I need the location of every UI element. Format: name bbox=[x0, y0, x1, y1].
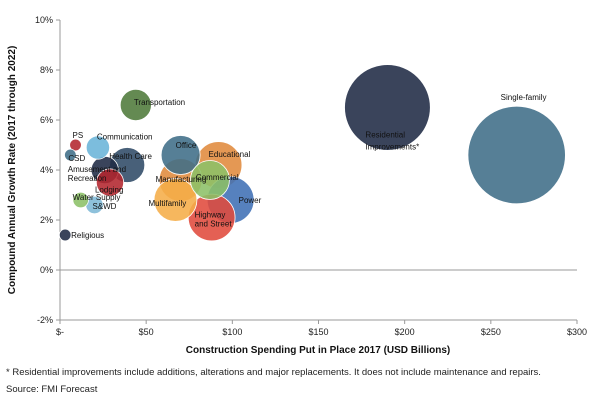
bubble-label: Power bbox=[239, 196, 262, 205]
x-tick-label: $50 bbox=[139, 327, 154, 337]
x-tick-label: $100 bbox=[222, 327, 242, 337]
bubble-label: Commercial bbox=[196, 173, 239, 182]
y-tick-label: 8% bbox=[40, 65, 53, 75]
bubble bbox=[72, 191, 89, 209]
bubble-label: Highway and Street bbox=[195, 211, 233, 229]
bubble bbox=[58, 228, 72, 242]
bubble bbox=[190, 160, 230, 200]
x-tick-label: $300 bbox=[567, 327, 587, 337]
bubbles bbox=[58, 64, 566, 242]
footnote: * Residential improvements include addit… bbox=[6, 367, 541, 378]
y-tick-label: -2% bbox=[37, 315, 53, 325]
bubble-label: Communication bbox=[97, 133, 153, 142]
x-tick-label: $250 bbox=[481, 327, 501, 337]
bubble-label: S&WD bbox=[92, 202, 116, 211]
bubble-label: Amusement and Recreation bbox=[68, 165, 126, 183]
bubble-label: Transportation bbox=[134, 98, 185, 107]
source-note: Source: FMI Forecast bbox=[6, 384, 98, 395]
bubble-label: Religious bbox=[71, 231, 104, 240]
bubble bbox=[153, 178, 198, 222]
bubble bbox=[69, 138, 82, 152]
y-tick-label: 10% bbox=[35, 15, 53, 25]
bubble-label: Lodging bbox=[95, 186, 123, 195]
axes: -2% 0% 2% 4% 6% 8% 10% $- $50 $100 $150 $200 $250 $30… bbox=[35, 15, 587, 337]
y-tick-label: 4% bbox=[40, 165, 53, 175]
bubble-label: Residential Improvements* bbox=[365, 131, 419, 152]
bubble bbox=[119, 89, 152, 122]
bubble-label: Water Supply bbox=[73, 193, 121, 202]
y-tick-label: 6% bbox=[40, 115, 53, 125]
bubble bbox=[85, 135, 111, 160]
bubble-label: Educational bbox=[209, 150, 251, 159]
bubble bbox=[467, 105, 566, 205]
bubble bbox=[344, 64, 431, 151]
bubble-label: PS bbox=[73, 131, 84, 140]
x-tick-label: $- bbox=[56, 327, 64, 337]
y-tick-label: 0% bbox=[40, 265, 53, 275]
x-tick-label: $200 bbox=[395, 327, 415, 337]
bubble-label: Multifamily bbox=[148, 199, 186, 208]
bubble-label: Manufacturing bbox=[156, 175, 207, 184]
x-tick-label: $150 bbox=[308, 327, 328, 337]
x-axis-title: Construction Spending Put in Place 2017 … bbox=[186, 345, 450, 356]
bubble bbox=[64, 148, 77, 162]
bubble-label: Single-family bbox=[501, 93, 547, 102]
bubble bbox=[95, 168, 125, 197]
bubble-label: Health Care bbox=[109, 152, 152, 161]
y-axis-title: Compound Annual Growth Rate (2017 throug… bbox=[7, 46, 18, 295]
bubble-label: Office bbox=[176, 141, 197, 150]
bubble-label: CSD bbox=[68, 154, 85, 163]
bubble bbox=[160, 135, 201, 175]
y-tick-label: 2% bbox=[40, 215, 53, 225]
